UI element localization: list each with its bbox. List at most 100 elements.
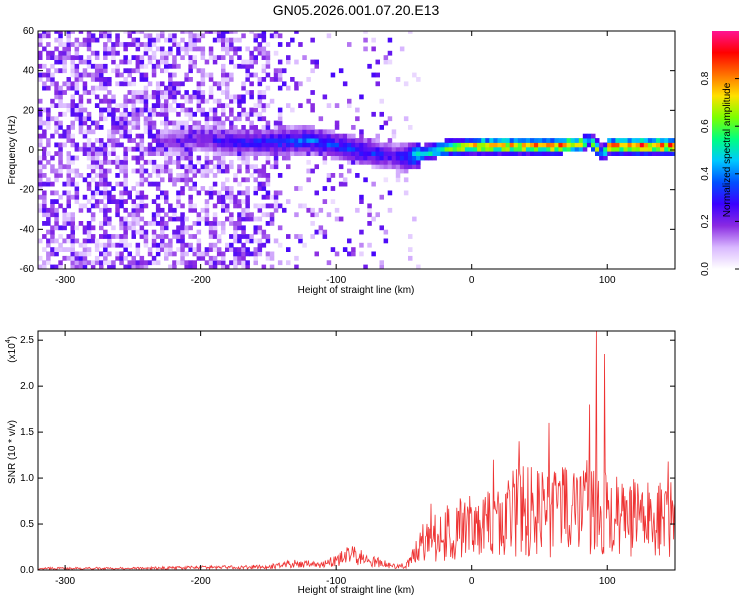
spectrogram-cell xyxy=(115,125,120,130)
spectrogram-cell xyxy=(330,199,336,204)
spectrogram-cell xyxy=(257,77,263,82)
spectrogram-cell xyxy=(184,225,189,231)
spectrogram-cell xyxy=(42,203,47,209)
spectrogram-cell xyxy=(107,138,112,143)
spectrogram-cell xyxy=(225,264,230,269)
spectrogram-cell xyxy=(180,55,185,60)
spectrogram-cell xyxy=(42,129,47,135)
spectrogram-cell xyxy=(58,159,63,165)
spectrogram-cell xyxy=(302,146,307,152)
spectrogram-cell xyxy=(253,238,258,244)
spectrogram-cell xyxy=(184,242,189,248)
spectrogram-cell xyxy=(151,55,157,60)
spectrogram-cell xyxy=(212,98,218,104)
spectrogram-cell xyxy=(90,164,96,170)
spectrogram-cell xyxy=(147,111,153,117)
spectrogram-cell xyxy=(306,207,311,213)
spectrogram-cell xyxy=(180,203,185,209)
spectrogram-cell xyxy=(261,55,267,60)
spectrogram-cell xyxy=(460,151,466,156)
spectrogram-cell xyxy=(139,59,145,65)
spectrogram-cell xyxy=(298,138,303,143)
spectrogram-cell xyxy=(489,151,494,156)
snr-y-scale: (x104) xyxy=(5,336,18,363)
spectrogram-cell xyxy=(233,238,238,244)
spectrogram-cell xyxy=(538,146,543,152)
spectrogram-cell xyxy=(273,68,279,74)
spectrogram-cell xyxy=(208,190,214,196)
spectrogram-cell xyxy=(38,159,43,165)
spectrogram-cell xyxy=(103,159,108,165)
spectrogram-x-tick-label: -100 xyxy=(326,275,346,286)
spectrogram-cell xyxy=(668,142,673,148)
spectrogram-cell xyxy=(127,225,132,231)
spectrogram-cell xyxy=(86,146,92,152)
spectrogram-cell xyxy=(168,63,173,69)
spectrogram-cell xyxy=(647,146,653,152)
spectrogram-cell xyxy=(135,63,141,69)
spectrogram-cell xyxy=(294,138,299,143)
spectrogram-cell xyxy=(50,103,55,108)
spectrogram-cell xyxy=(330,247,336,252)
spectrogram-cell xyxy=(208,255,214,261)
spectrogram-cell xyxy=(432,151,437,156)
spectrogram-cell xyxy=(586,138,592,143)
spectrogram-cell xyxy=(70,63,75,69)
spectrogram-cell xyxy=(489,146,494,152)
spectrogram-cell xyxy=(164,194,169,200)
spectrogram-cell xyxy=(635,151,641,156)
spectrogram-cell xyxy=(249,238,254,244)
spectrogram-cell xyxy=(399,46,405,52)
spectrogram-cell xyxy=(131,120,136,126)
spectrogram-cell xyxy=(221,125,226,130)
spectrogram-cell xyxy=(627,151,633,156)
spectrogram-cell xyxy=(74,77,80,82)
spectrogram-cell xyxy=(359,142,364,148)
spectrogram-cell xyxy=(135,42,141,47)
spectrogram-cell xyxy=(168,168,173,174)
spectrogram-cell xyxy=(135,90,141,95)
spectrogram-cell xyxy=(326,151,332,156)
spectrogram-cell xyxy=(155,203,161,209)
spectrogram-cell xyxy=(204,159,210,165)
spectrogram-cell xyxy=(440,151,445,156)
spectrogram-cell xyxy=(135,94,141,100)
spectrogram-cell xyxy=(196,229,202,235)
spectrogram-cell xyxy=(123,264,128,269)
spectrogram-cell xyxy=(160,234,165,239)
spectrogram-cell xyxy=(172,159,177,165)
spectrogram-cell xyxy=(473,151,478,156)
spectrogram-cell xyxy=(62,255,67,261)
spectrogram-cell xyxy=(367,146,372,152)
spectrogram-cell xyxy=(221,225,226,231)
spectrogram-cell xyxy=(107,129,112,135)
spectrogram-cell xyxy=(245,146,250,152)
spectrogram-cell xyxy=(200,111,206,117)
snr-y-label: SNR (10 * v/v) xyxy=(7,420,18,484)
spectrogram-cell xyxy=(131,199,136,204)
spectrogram-cell xyxy=(298,238,303,244)
spectrogram-cell xyxy=(221,186,226,191)
spectrogram-cell xyxy=(326,129,332,135)
spectrogram-cell xyxy=(286,133,291,139)
spectrogram-cell xyxy=(379,98,384,104)
spectrogram-cell xyxy=(237,247,242,252)
spectrogram-cell xyxy=(245,142,250,148)
spectrogram-cell xyxy=(200,138,206,143)
spectrogram-cell xyxy=(66,133,71,139)
spectrogram-cell xyxy=(200,94,206,100)
spectrogram-cell xyxy=(58,164,63,170)
spectrogram-cell xyxy=(200,142,206,148)
spectrogram-cell xyxy=(257,251,263,257)
spectrogram-cell xyxy=(123,42,128,47)
spectrogram-cell xyxy=(188,116,193,122)
spectrogram-cell xyxy=(180,125,185,130)
spectrogram-cell xyxy=(233,221,238,226)
spectrogram-cell xyxy=(347,98,352,104)
spectrogram-cell xyxy=(403,142,409,148)
spectrogram-cell xyxy=(86,111,92,117)
spectrogram-cell xyxy=(82,238,88,244)
spectrogram-cell xyxy=(103,142,108,148)
spectrogram-cell xyxy=(216,98,222,104)
spectrogram-cell xyxy=(107,242,112,248)
